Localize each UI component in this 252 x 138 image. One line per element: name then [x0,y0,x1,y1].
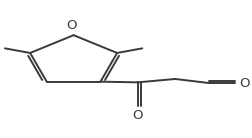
Text: O: O [133,109,143,122]
Text: O: O [66,19,76,32]
Text: O: O [240,77,250,90]
